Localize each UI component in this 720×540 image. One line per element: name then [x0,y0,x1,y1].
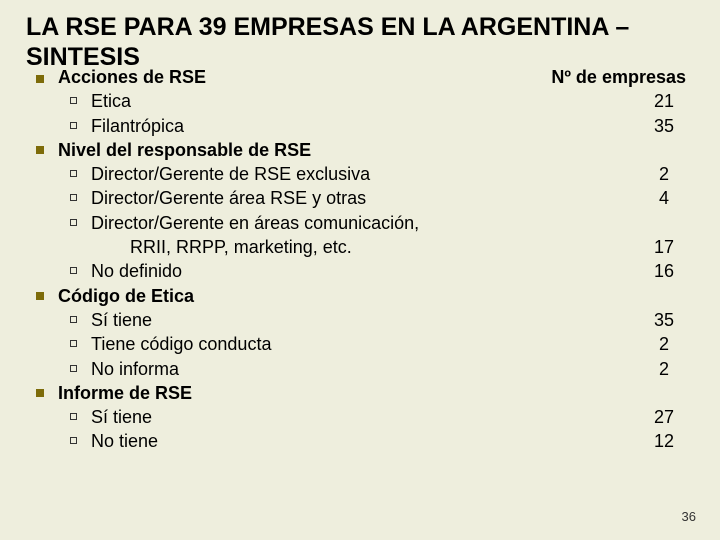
item-label: Sí tiene [91,405,152,429]
item-value: 35 [634,114,694,138]
list-item: No informa 2 [36,357,694,381]
item-value: 35 [634,308,694,332]
item-value: 2 [634,332,694,356]
header-left: Acciones de RSE [58,65,206,89]
item-label: Sí tiene [91,308,152,332]
item-label: Director/Gerente área RSE y otras [91,186,366,210]
section-title: Informe de RSE [58,381,192,405]
list-item: Director/Gerente en áreas comunicación, [36,211,694,235]
header-right: Nº de empresas [551,65,694,89]
square-icon [70,170,77,177]
section-title: Código de Etica [58,284,194,308]
item-label: Etica [91,89,131,113]
square-icon [70,97,77,104]
section-header: Informe de RSE [36,381,694,405]
square-icon [70,340,77,347]
item-label: No definido [91,259,182,283]
list-item: Filantrópica 35 [36,114,694,138]
page-number: 36 [682,509,696,524]
section-title: Nivel del responsable de RSE [58,138,311,162]
square-icon [70,194,77,201]
item-value: 2 [634,357,694,381]
slide-title-line1: LA RSE PARA 39 EMPRESAS EN LA ARGENTINA … [26,14,694,42]
item-value: 4 [634,186,694,210]
square-icon [70,316,77,323]
list-item-cont: RRII, RRPP, marketing, etc. 17 [36,235,694,259]
item-value: 2 [634,162,694,186]
item-label: No tiene [91,429,158,453]
list-item: Director/Gerente de RSE exclusiva 2 [36,162,694,186]
section-header: Nivel del responsable de RSE [36,138,694,162]
square-icon [70,122,77,129]
list-item: Sí tiene 27 [36,405,694,429]
section-header: Código de Etica [36,284,694,308]
bullet-icon [36,146,44,154]
list-item: Tiene código conducta 2 [36,332,694,356]
square-icon [70,219,77,226]
item-value: 16 [634,259,694,283]
square-icon [70,413,77,420]
item-value: 12 [634,429,694,453]
item-label: No informa [91,357,179,381]
item-label-cont: RRII, RRPP, marketing, etc. [130,235,352,259]
item-label: Director/Gerente de RSE exclusiva [91,162,370,186]
bullet-icon [36,389,44,397]
list-item: Director/Gerente área RSE y otras 4 [36,186,694,210]
list-item: No tiene 12 [36,429,694,453]
item-label: Filantrópica [91,114,184,138]
square-icon [70,365,77,372]
header-row: Acciones de RSE Nº de empresas [36,65,694,89]
item-value: 21 [634,89,694,113]
item-value: 17 [634,235,694,259]
list-item: Etica 21 [36,89,694,113]
slide: LA RSE PARA 39 EMPRESAS EN LA ARGENTINA … [0,0,720,540]
item-value: 27 [634,405,694,429]
list-item: No definido 16 [36,259,694,283]
bullet-icon [36,292,44,300]
square-icon [70,267,77,274]
content: Acciones de RSE Nº de empresas Etica 21 … [26,65,694,454]
bullet-icon [36,75,44,83]
item-label: Director/Gerente en áreas comunicación, [91,211,419,235]
item-label: Tiene código conducta [91,332,271,356]
list-item: Sí tiene 35 [36,308,694,332]
square-icon [70,437,77,444]
